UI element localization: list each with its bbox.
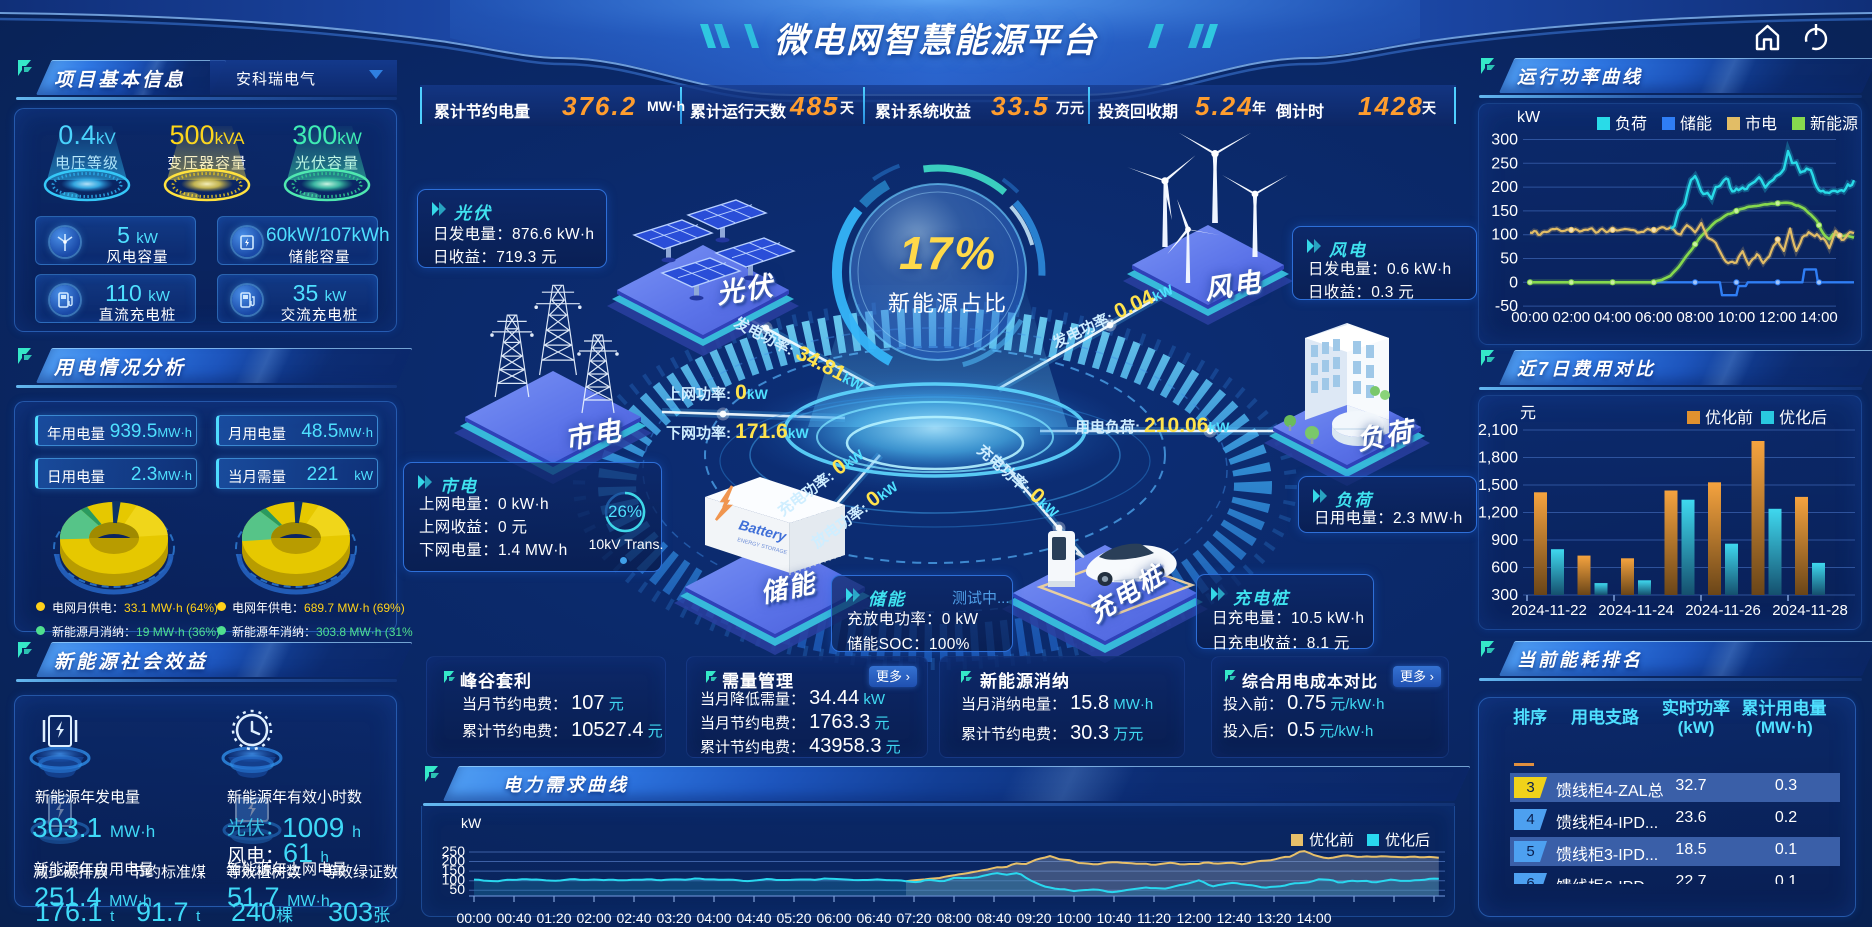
svg-text:50: 50	[1500, 251, 1518, 268]
svg-text:05:20: 05:20	[776, 910, 811, 926]
svg-text:250: 250	[1491, 155, 1518, 172]
svg-text:200: 200	[442, 853, 466, 869]
svg-text:10:40: 10:40	[1096, 910, 1131, 926]
svg-text:12:40: 12:40	[1216, 910, 1251, 926]
svg-text:1,200: 1,200	[1478, 505, 1518, 522]
svg-text:100: 100	[442, 872, 466, 888]
svg-text:01:20: 01:20	[536, 910, 571, 926]
svg-text:12:00: 12:00	[1759, 309, 1797, 326]
svg-text:08:00: 08:00	[1676, 309, 1714, 326]
svg-text:2024-11-26: 2024-11-26	[1685, 602, 1761, 619]
svg-text:元: 元	[1520, 405, 1536, 422]
svg-text:08:00: 08:00	[936, 910, 971, 926]
svg-text:14:00: 14:00	[1296, 910, 1331, 926]
svg-text:08:40: 08:40	[976, 910, 1011, 926]
svg-text:负荷: 负荷	[1615, 115, 1647, 133]
svg-text:1,800: 1,800	[1478, 450, 1518, 467]
svg-text:kW: kW	[461, 815, 482, 831]
svg-text:储能: 储能	[1680, 115, 1712, 133]
svg-text:150: 150	[442, 862, 466, 878]
svg-text:2024-11-24: 2024-11-24	[1598, 602, 1674, 619]
svg-text:100: 100	[1491, 227, 1518, 244]
svg-text:900: 900	[1491, 532, 1518, 549]
svg-text:00:40: 00:40	[496, 910, 531, 926]
svg-text:250: 250	[442, 843, 466, 859]
svg-text:优化前: 优化前	[1309, 832, 1354, 849]
svg-text:00:00: 00:00	[1511, 309, 1549, 326]
svg-text:0: 0	[1509, 274, 1518, 291]
svg-text:02:40: 02:40	[616, 910, 651, 926]
svg-text:12:00: 12:00	[1176, 910, 1211, 926]
svg-text:kW: kW	[1517, 109, 1541, 126]
svg-text:2,100: 2,100	[1478, 422, 1518, 439]
svg-text:06:00: 06:00	[1635, 309, 1673, 326]
svg-text:04:00: 04:00	[696, 910, 731, 926]
svg-text:04:40: 04:40	[736, 910, 771, 926]
svg-text:14:00: 14:00	[1800, 309, 1838, 326]
svg-text:150: 150	[1491, 203, 1518, 220]
svg-text:02:00: 02:00	[576, 910, 611, 926]
svg-text:200: 200	[1491, 179, 1518, 196]
svg-text:600: 600	[1491, 560, 1518, 577]
svg-text:市电: 市电	[1745, 115, 1777, 133]
svg-text:00:00: 00:00	[456, 910, 491, 926]
svg-text:50: 50	[449, 881, 465, 897]
svg-text:10:00: 10:00	[1056, 910, 1091, 926]
svg-text:11:20: 11:20	[1137, 910, 1171, 926]
svg-text:优化前: 优化前	[1705, 409, 1753, 427]
svg-text:新能源: 新能源	[1810, 115, 1858, 133]
svg-text:300: 300	[1491, 587, 1518, 604]
svg-text:13:20: 13:20	[1256, 910, 1291, 926]
svg-text:02:00: 02:00	[1553, 309, 1591, 326]
svg-text:06:40: 06:40	[856, 910, 891, 926]
svg-text:09:20: 09:20	[1016, 910, 1051, 926]
svg-text:06:00: 06:00	[816, 910, 851, 926]
svg-text:2024-11-28: 2024-11-28	[1772, 602, 1848, 619]
svg-text:-50: -50	[1495, 298, 1518, 315]
svg-text:300: 300	[1491, 132, 1518, 149]
svg-text:04:00: 04:00	[1594, 309, 1632, 326]
svg-text:优化后: 优化后	[1779, 409, 1827, 427]
svg-text:优化后: 优化后	[1385, 832, 1430, 849]
svg-text:03:20: 03:20	[656, 910, 691, 926]
svg-text:10:00: 10:00	[1718, 309, 1756, 326]
svg-text:07:20: 07:20	[896, 910, 931, 926]
svg-text:2024-11-22: 2024-11-22	[1511, 602, 1587, 619]
svg-text:1,500: 1,500	[1478, 477, 1518, 494]
